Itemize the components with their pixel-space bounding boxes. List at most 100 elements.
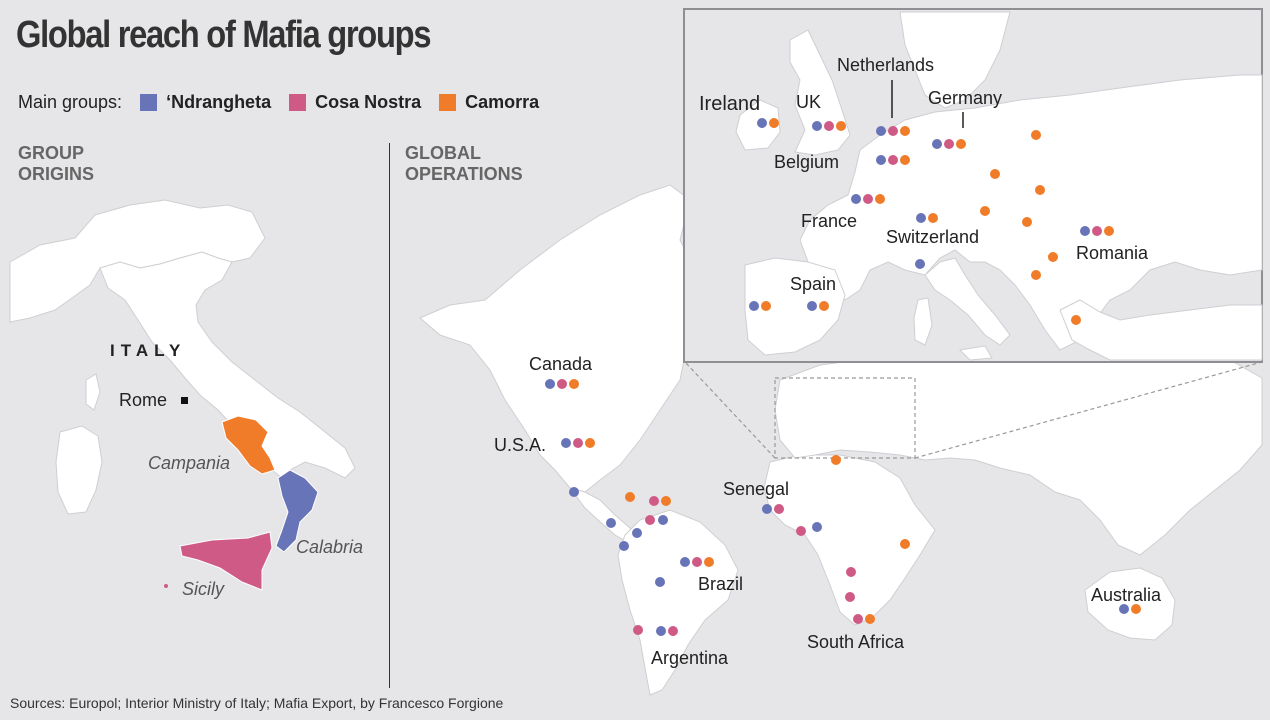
legend-item-ndrangheta: ‘Ndrangheta [140,92,271,113]
dot-colombia-2-ndrangheta [658,515,668,525]
label-canada: Canada [529,354,593,374]
dot-netherlands-cosa-nostra [888,126,898,136]
dot-switzerland-camorra [928,213,938,223]
dot-usa-cosa-nostra [573,438,583,448]
section-origins-line1: GROUP [18,143,85,163]
dot-argentina-ndrangheta [656,626,666,636]
label-netherlands: Netherlands [837,55,934,75]
europe-inset-locator [774,377,916,459]
italy-map [9,199,356,515]
dot-poland-camorra [1031,130,1041,140]
label-senegal: Senegal [723,479,789,499]
dot-colombia-ndrangheta [606,518,616,528]
dot-netherlands-ndrangheta [876,126,886,136]
dot-greece-camorra [1071,315,1081,325]
legend-prefix: Main groups: [18,92,123,112]
dot-libya-camorra [831,455,841,465]
dot-germany-camorra [956,139,966,149]
legend-swatch-cosa-nostra [289,94,307,111]
corsica-island [85,373,101,411]
dot-ecuador-ndrangheta [632,528,642,538]
dot-canada-cosa-nostra [557,379,567,389]
label-switzerland: Switzerland [886,227,979,247]
dot-france-camorra [875,194,885,204]
africa-land [763,454,936,626]
dot-ireland-ndrangheta [757,118,767,128]
dot-portugal-ndrangheta [749,301,759,311]
dot-slovakia-camorra [1035,185,1045,195]
italy-mainland [99,251,356,479]
dot-belgium-ndrangheta [876,155,886,165]
dot-germany-ndrangheta [932,139,942,149]
dot-canada-ndrangheta [545,379,555,389]
label-australia: Australia [1091,585,1162,605]
legend-item-camorra: Camorra [439,92,539,113]
calabria-region [275,469,319,553]
section-group-origins: GROUP ORIGINS [18,143,94,185]
dot-senegal-ndrangheta [762,504,772,514]
legend-label-camorra: Camorra [465,92,540,112]
calabria-label: Calabria [296,537,363,557]
dot-usa-camorra [585,438,595,448]
dot-czechia-camorra [990,169,1000,179]
inset-iberia [744,257,846,356]
dot-france-ndrangheta [851,194,861,204]
dot-romania-ndrangheta [1080,226,1090,236]
sicily-label: Sicily [182,579,225,599]
dot-australia-camorra [1131,604,1141,614]
label-spain: Spain [790,274,836,294]
dot-bolivia-ndrangheta [655,577,665,587]
dot-peru-ndrangheta [619,541,629,551]
legend-swatch-camorra [439,94,457,111]
label-france: France [801,211,857,231]
section-operations-line2: OPERATIONS [405,164,523,184]
dot-hungary-camorra [1022,217,1032,227]
dot-gulf-cosa-nostra [796,526,806,536]
dot-senegal-cosa-nostra [774,504,784,514]
dot-romania-cosa-nostra [1092,226,1102,236]
dot-switzerland-ndrangheta [916,213,926,223]
dot-caribbean-camorra [625,492,635,502]
dot-belgium-camorra [900,155,910,165]
label-romania: Romania [1076,243,1149,263]
world-dots [545,379,1141,636]
dot-uk-cosa-nostra [824,121,834,131]
dot-germany-cosa-nostra [944,139,954,149]
label-belgium: Belgium [774,152,839,172]
rome-marker [181,397,188,404]
dot-chile-cosa-nostra [633,625,643,635]
dot-italy-ndrangheta [915,259,925,269]
legend-label-ndrangheta: ‘Ndrangheta [166,92,272,112]
dot-australia-ndrangheta [1119,604,1129,614]
inset-sicily [958,345,993,361]
panel-divider [389,143,390,688]
map-title: Global reach of Mafia groups [16,14,431,56]
legend: Main groups: ‘Ndrangheta Cosa Nostra Cam… [18,92,539,113]
dot-venezuela-cosa-nostra [649,496,659,506]
dot-spain-ndrangheta [807,301,817,311]
dot-uk-ndrangheta [812,121,822,131]
inset-balkans-south [1059,299,1263,361]
dot-venezuela-camorra [661,496,671,506]
section-origins-line2: ORIGINS [18,164,95,184]
legend-swatch-ndrangheta [140,94,158,111]
campania-region [221,415,276,475]
dot-brazil-camorra [704,557,714,567]
sicily-region [179,531,273,591]
label-south-africa: South Africa [807,632,905,652]
dot-kenya-camorra [900,539,910,549]
dot-argentina-cosa-nostra [668,626,678,636]
section-global-operations: GLOBAL OPERATIONS [405,143,523,185]
label-uk: UK [796,92,821,112]
source-note: Sources: Europol; Interior Ministry of I… [10,695,504,711]
dot-south-africa-cosa-nostra [853,614,863,624]
label-germany: Germany [928,88,1002,108]
dot-brazil-cosa-nostra [692,557,702,567]
world-map [419,147,1263,696]
campania-label: Campania [148,453,230,473]
dot-mexico-ndrangheta [569,487,579,497]
dot-spain-camorra [819,301,829,311]
south-america-land [617,509,739,696]
label-argentina: Argentina [651,648,729,668]
